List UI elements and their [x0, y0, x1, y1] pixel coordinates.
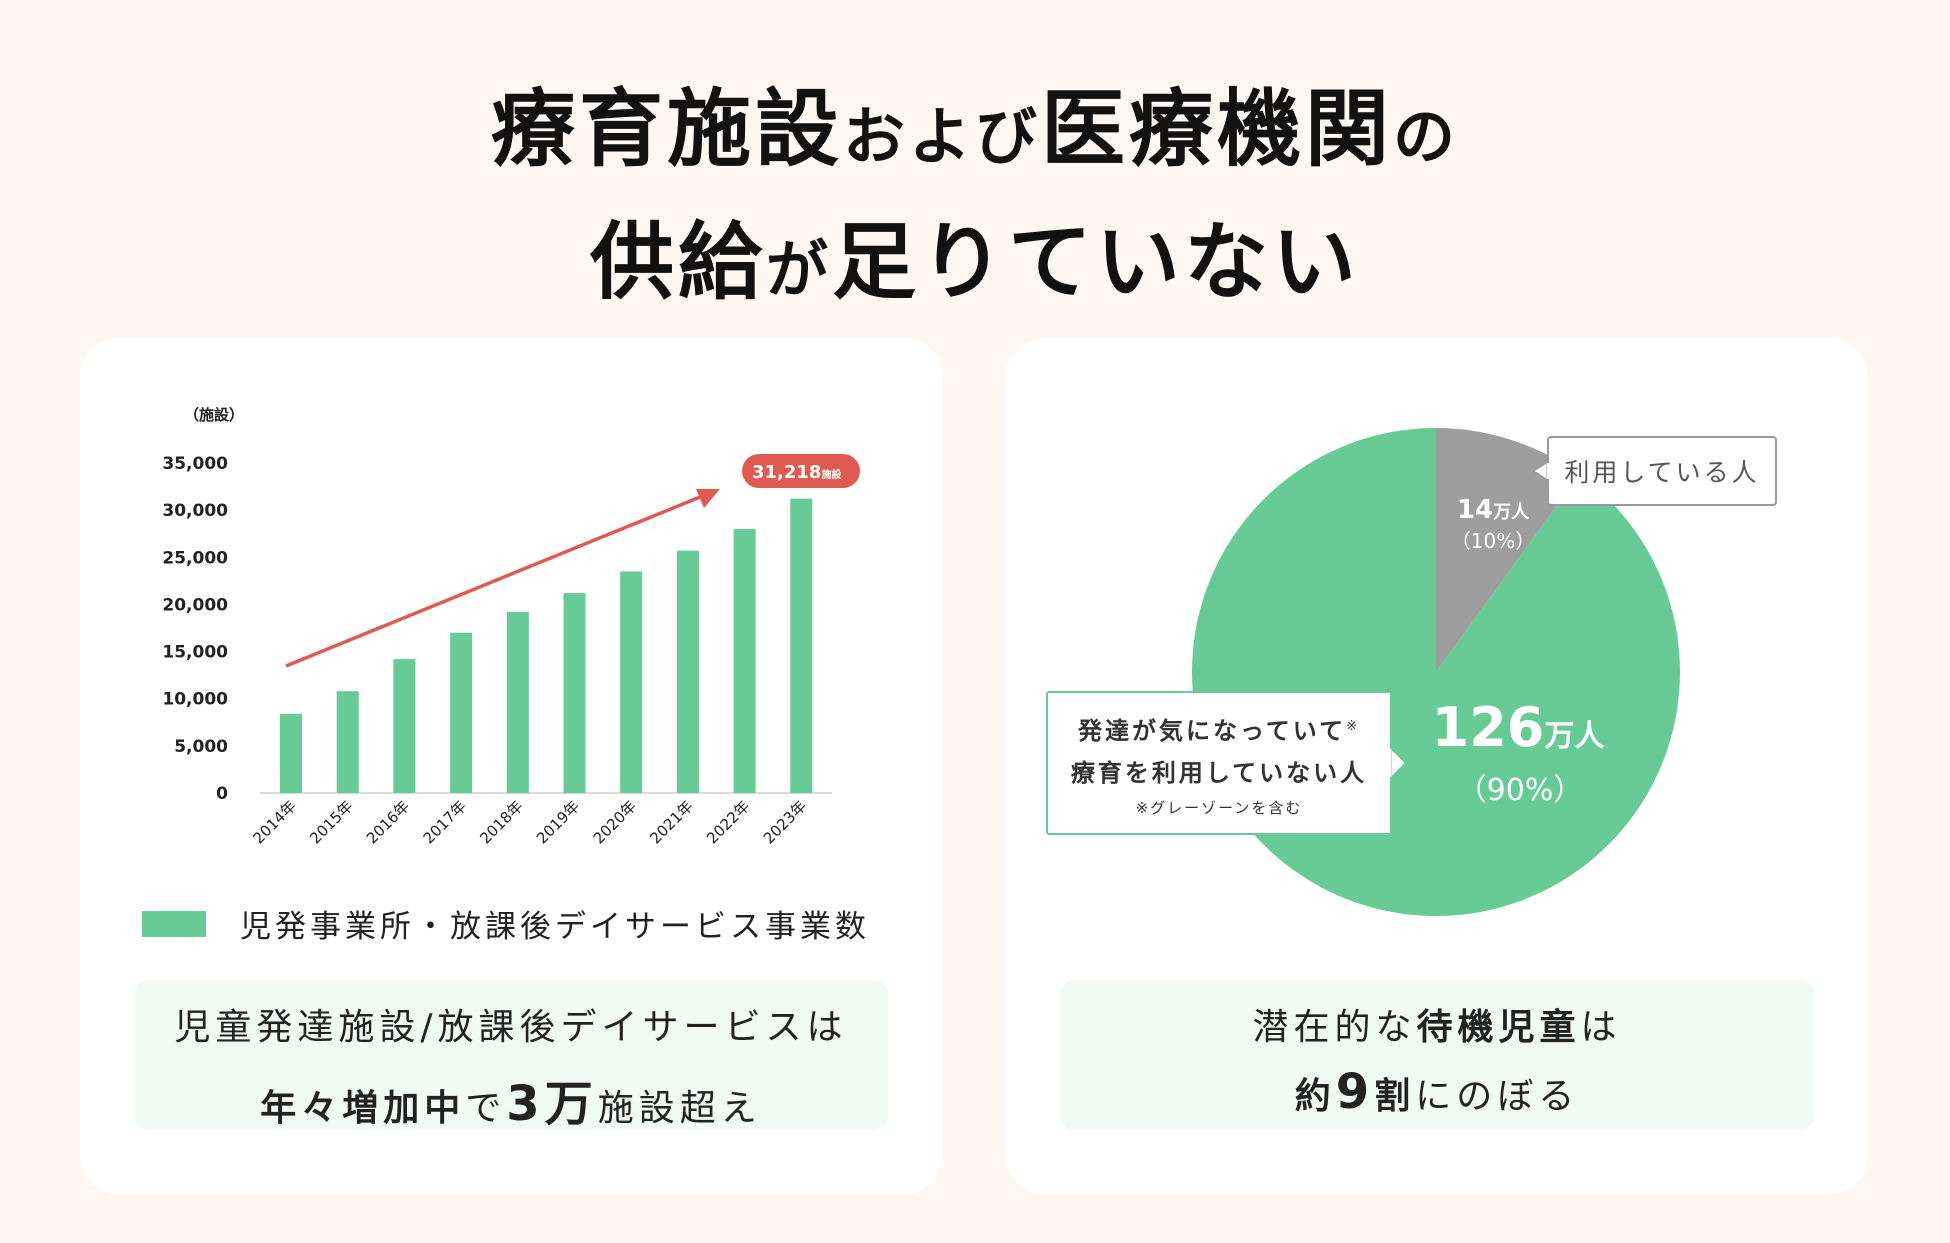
value-callout-unit: 施設 [821, 468, 842, 481]
title-part: 医療機関 [1041, 80, 1394, 178]
callout-mark: ※ [1346, 719, 1360, 734]
x-tick-label: 2017年 [420, 797, 470, 847]
summary-text: は [1580, 1007, 1622, 1048]
summary-number: 9 [1335, 1064, 1375, 1120]
bar [393, 659, 416, 793]
summary-text: 施設超え [597, 1088, 762, 1129]
page-title-line1: 療育施設および医療機関の [0, 62, 1950, 183]
summary-line2: 年々増加中で3万施設超え [134, 1064, 888, 1134]
pie-label-notusing: 126万人 [1432, 696, 1605, 759]
x-tick-label: 2023年 [760, 797, 810, 847]
x-tick-label: 2021年 [646, 797, 696, 847]
y-tick-label: 20,000 [162, 595, 228, 615]
y-tick-label: 10,000 [162, 690, 228, 710]
summary-number: 3万 [506, 1076, 598, 1132]
callout-using: 利用している人 [1547, 436, 1777, 506]
page-title-line2: 供給が足りていない [0, 195, 1950, 316]
x-tick-label: 2016年 [363, 797, 413, 847]
pie-percent-notusing: （90%） [1457, 773, 1584, 808]
pie-value: 126 [1432, 696, 1545, 759]
title-part: 供給 [589, 213, 766, 311]
y-tick-label: 15,000 [162, 643, 228, 663]
bar [676, 550, 699, 793]
callout-note: ※グレーゾーンを含む [1135, 799, 1303, 817]
bar [733, 529, 756, 793]
pie-chart-card: 14万人 （10%） 126万人 （90%） 利用している人 発達が気になってい… [1006, 338, 1868, 1194]
summary-bold: 約 [1294, 1076, 1336, 1117]
y-tick-label: 5,000 [174, 737, 228, 757]
summary-bold: 年々増加中 [260, 1088, 466, 1129]
summary-bold: 待機児童 [1416, 1007, 1581, 1048]
summary-line1: 児童発達施設/放課後デイサービスは [174, 1007, 848, 1048]
pie-unit: 万人 [1544, 719, 1604, 754]
x-tick-label: 2018年 [476, 797, 526, 847]
bar [506, 611, 529, 793]
x-tick-label: 2014年 [249, 797, 299, 847]
bar [450, 632, 473, 793]
bar [280, 713, 302, 793]
summary-line2: 約9割にのぼる [1060, 1064, 1814, 1120]
x-tick-label: 2015年 [306, 797, 356, 847]
pie-unit: 万人 [1492, 502, 1530, 523]
trend-arrow-line [285, 493, 706, 668]
x-tick-label: 2020年 [590, 797, 640, 847]
title-part: が [765, 233, 832, 306]
x-tick-label: 2022年 [703, 797, 753, 847]
summary-text: 潜在的な [1252, 1007, 1417, 1048]
chart-legend: 児発事業所・放課後デイサービス事業数 [142, 901, 870, 946]
summary-box-left: 児童発達施設/放課後デイサービスは 年々増加中で3万施設超え [134, 980, 888, 1132]
pie-percent-using: （10%） [1451, 529, 1535, 553]
legend-label: 児発事業所・放課後デイサービス事業数 [240, 909, 870, 945]
y-tick-label: 0 [216, 784, 228, 804]
bar [620, 571, 643, 793]
summary-text: で [465, 1088, 507, 1129]
callout-line2: 療育を利用していない人 [1070, 759, 1368, 787]
y-tick-label: 30,000 [162, 501, 228, 521]
pie-value: 14 [1457, 495, 1493, 525]
callout-notusing: 発達が気になっていて※ 療育を利用していない人 ※グレーゾーンを含む [1046, 691, 1392, 835]
trend-arrow-head [696, 489, 720, 508]
pie-slice [1436, 428, 1580, 672]
summary-text: にのぼる [1415, 1076, 1580, 1117]
title-part: および [842, 100, 1041, 173]
bar [790, 498, 813, 793]
x-tick-label: 2019年 [533, 797, 583, 847]
pie-chart: 14万人 （10%） 126万人 （90%） [1192, 428, 1680, 916]
bar-chart-card: （施設） 0 5,000 10,000 15,000 20,000 25,000 30,00… [80, 338, 942, 1194]
y-tick-label: 35,000 [162, 454, 228, 474]
title-part: 療育施設 [490, 80, 843, 178]
value-callout: 31,218施設 [752, 462, 842, 483]
title-part: 足りていない [832, 213, 1361, 311]
callout-line1: 発達が気になっていて※ [1048, 711, 1390, 746]
bar [336, 691, 359, 793]
legend-swatch [142, 910, 206, 937]
bar [563, 593, 586, 793]
bar-chart: （施設） 0 5,000 10,000 15,000 20,000 25,000 30,00… [162, 406, 860, 847]
callout-text: 発達が気になっていて [1078, 717, 1347, 745]
value-callout-bg [742, 454, 860, 488]
summary-box-right: 潜在的な待機児童は 約9割にのぼる [1060, 980, 1814, 1130]
summary-line1: 潜在的な待機児童は [1060, 998, 1814, 1050]
value-callout-number: 31,218 [752, 462, 821, 483]
pie-label-using: 14万人 [1457, 495, 1530, 525]
summary-bold: 割 [1374, 1076, 1416, 1117]
y-tick-label: 25,000 [162, 548, 228, 568]
y-axis-unit: （施設） [184, 406, 244, 424]
title-part: の [1393, 100, 1460, 173]
